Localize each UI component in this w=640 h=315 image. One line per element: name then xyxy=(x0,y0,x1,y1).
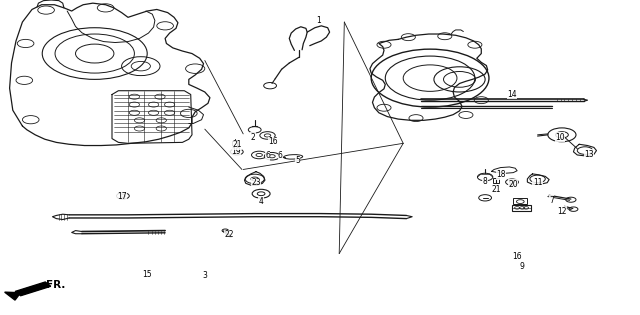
Text: 16: 16 xyxy=(268,137,278,146)
Text: 4: 4 xyxy=(259,197,264,206)
Text: 6: 6 xyxy=(265,152,270,160)
Text: 5: 5 xyxy=(295,156,300,165)
Text: 6: 6 xyxy=(278,152,283,160)
Text: 15: 15 xyxy=(142,270,152,278)
Text: 9: 9 xyxy=(519,262,524,271)
Text: 20: 20 xyxy=(508,180,518,189)
Text: 16: 16 xyxy=(512,252,522,261)
Text: 19: 19 xyxy=(230,147,241,156)
Text: 21: 21 xyxy=(492,185,500,193)
Text: 1: 1 xyxy=(316,16,321,25)
Text: 18: 18 xyxy=(497,170,506,179)
Text: 2: 2 xyxy=(250,133,255,141)
Text: 13: 13 xyxy=(584,150,594,159)
Text: 14: 14 xyxy=(507,90,517,99)
Text: 17: 17 xyxy=(116,192,127,201)
Text: 12: 12 xyxy=(557,207,566,215)
Text: 3: 3 xyxy=(202,271,207,280)
Text: 23: 23 xyxy=(251,178,261,187)
Text: 11: 11 xyxy=(533,178,542,187)
Text: 21: 21 xyxy=(232,140,241,149)
Text: FR.: FR. xyxy=(46,280,65,290)
Polygon shape xyxy=(4,292,20,300)
Text: 7: 7 xyxy=(549,196,554,204)
Text: 8: 8 xyxy=(483,177,488,186)
Polygon shape xyxy=(15,282,51,296)
Text: 10: 10 xyxy=(555,133,565,141)
Text: 22: 22 xyxy=(225,230,234,239)
